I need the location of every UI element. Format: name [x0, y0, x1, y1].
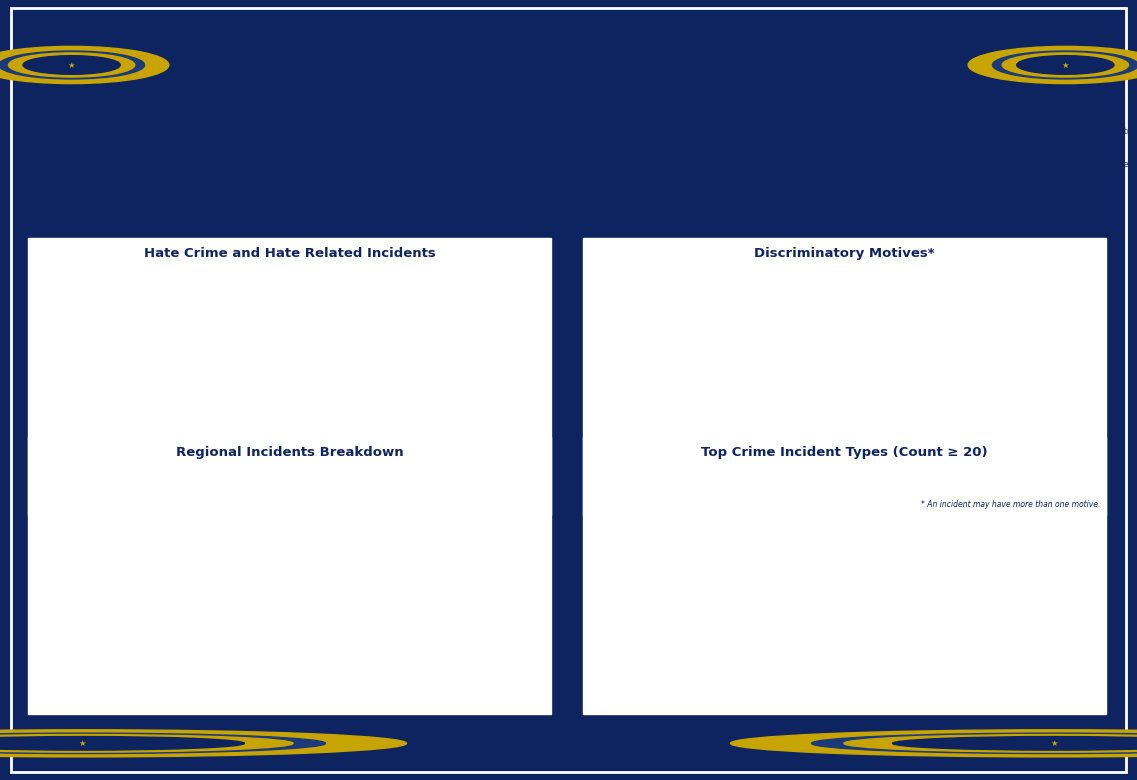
Wedge shape: [741, 285, 839, 447]
Wedge shape: [697, 286, 741, 384]
Wedge shape: [730, 285, 741, 384]
Text: 61: 61: [787, 594, 800, 604]
Bar: [327, 314, 364, 484]
Text: ★: ★: [1051, 739, 1059, 748]
Wedge shape: [94, 557, 186, 664]
Bar: [100, 359, 136, 484]
Text: 127: 127: [221, 341, 243, 351]
Text: 136: 136: [448, 332, 470, 342]
Bar: [846, 629, 872, 667]
Circle shape: [0, 46, 169, 83]
Bar: [1043, 647, 1069, 667]
Text: 38: 38: [715, 315, 729, 325]
Text: Hate Crime and Hate Related Incidents - 2023: Hate Crime and Hate Related Incidents - …: [360, 34, 777, 49]
Text: 21: 21: [984, 634, 996, 644]
Text: 104: 104: [166, 647, 188, 658]
Circle shape: [968, 46, 1137, 83]
Circle shape: [23, 55, 121, 74]
Bar: [214, 353, 250, 484]
Circle shape: [0, 730, 407, 757]
Circle shape: [730, 730, 1137, 757]
Wedge shape: [131, 591, 218, 682]
Bar: [780, 606, 806, 667]
Text: Regional Incidents Breakdown: Regional Incidents Breakdown: [176, 446, 404, 459]
Text: An Garda Síochána encourages all those who have experienced a hate related crime: An Garda Síochána encourages all those w…: [44, 127, 1137, 136]
Text: 289: 289: [236, 575, 259, 585]
Text: 34: 34: [488, 437, 503, 447]
Text: ★: ★: [1062, 61, 1069, 69]
Text: 164: 164: [334, 303, 357, 313]
Text: 121: 121: [108, 347, 130, 357]
Wedge shape: [714, 384, 816, 482]
Circle shape: [1016, 55, 1114, 74]
Circle shape: [1002, 53, 1129, 77]
Text: Annual updates of these figures will continue to be collated and published on th: Annual updates of these figures will con…: [44, 160, 1137, 169]
Text: 61: 61: [667, 381, 681, 392]
Text: 251: 251: [791, 351, 812, 361]
Text: 42: 42: [694, 326, 707, 336]
Legend: Hate Crime, Hate Related (Non-Crime): Hate Crime, Hate Related (Non-Crime): [192, 517, 422, 534]
Text: Top Crime Incident Types (Count ≥ 20): Top Crime Incident Types (Count ≥ 20): [702, 446, 988, 459]
Text: 105: 105: [719, 551, 738, 561]
Circle shape: [0, 733, 325, 753]
Text: In October 2020, a new approach to the recording of hate related discriminatory : In October 2020, a new approach to the r…: [44, 65, 1137, 74]
Text: Hate Crime and Hate Related Incidents: Hate Crime and Hate Related Incidents: [144, 247, 435, 261]
Circle shape: [0, 735, 293, 752]
Text: 13: 13: [730, 313, 744, 322]
Circle shape: [844, 735, 1137, 752]
Text: 23: 23: [918, 633, 931, 643]
Bar: [364, 446, 400, 484]
Text: * An incident may have more than one motive.: * An incident may have more than one mot…: [921, 499, 1101, 509]
Legend: Dublin Region, Eastern Region, North Western Region, Southern Region: Dublin Region, Eastern Region, North Wes…: [424, 547, 547, 604]
Wedge shape: [646, 318, 741, 384]
Wedge shape: [667, 296, 741, 384]
Bar: [441, 343, 478, 484]
Wedge shape: [100, 499, 186, 591]
Bar: [977, 646, 1003, 667]
Text: 124: 124: [140, 534, 161, 544]
Text: 21: 21: [148, 450, 163, 460]
Legend: Anti-Race, Anti-Nationality, Anti-Sexual Orientation, Anti-Colour, Anti-Ethnicit: Anti-Race, Anti-Nationality, Anti-Sexual…: [982, 322, 1102, 431]
Circle shape: [893, 736, 1137, 750]
Text: 54: 54: [675, 348, 689, 358]
Bar: [715, 562, 741, 667]
Circle shape: [812, 733, 1137, 753]
Text: 109: 109: [684, 427, 705, 437]
Text: 134: 134: [115, 603, 136, 613]
Text: ★: ★: [68, 61, 75, 69]
Text: An Garda Síochána - Keeping People Safe: An Garda Síochána - Keeping People Safe: [397, 736, 740, 751]
Text: 128: 128: [750, 443, 771, 453]
Bar: [136, 462, 173, 484]
Text: 177: 177: [653, 480, 673, 489]
Bar: [250, 471, 287, 484]
Wedge shape: [186, 499, 279, 677]
Circle shape: [0, 51, 144, 79]
Wedge shape: [642, 360, 741, 414]
Bar: [649, 491, 675, 667]
Text: 38: 38: [853, 618, 865, 628]
Circle shape: [0, 736, 244, 750]
Bar: [478, 448, 514, 484]
Text: 12: 12: [262, 459, 275, 470]
Circle shape: [8, 53, 135, 77]
Text: 36: 36: [375, 434, 389, 445]
Text: Discriminatory Motives*: Discriminatory Motives*: [755, 247, 935, 261]
Bar: [912, 644, 938, 667]
Text: ★: ★: [78, 739, 86, 748]
Wedge shape: [647, 384, 741, 479]
Circle shape: [993, 51, 1137, 79]
Text: 20: 20: [1048, 636, 1062, 646]
